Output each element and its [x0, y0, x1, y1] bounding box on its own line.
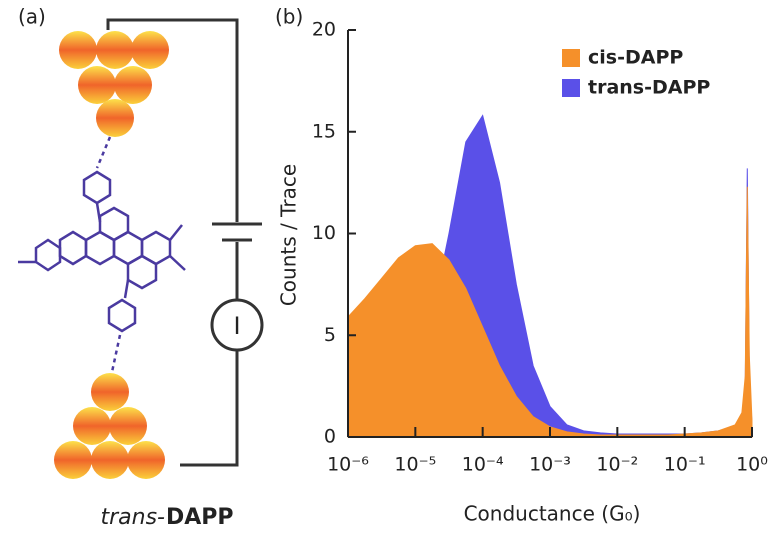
- legend-swatch: [562, 79, 580, 97]
- x-tick-label: 10⁻¹: [664, 454, 706, 476]
- meter-label: I: [233, 312, 240, 340]
- legend-label: trans-DAPP: [588, 77, 710, 99]
- molecule: [18, 136, 186, 373]
- y-tick-label: 10: [312, 222, 336, 244]
- panel-label: (b): [275, 5, 303, 29]
- caption-name: DAPP: [166, 505, 234, 530]
- legend-swatch: [562, 49, 580, 67]
- electrode-bottom: [54, 373, 165, 479]
- x-tick-label: 10⁻²: [596, 454, 638, 476]
- x-tick-label: 10⁻⁵: [394, 454, 436, 476]
- x-tick-label: 10⁻³: [529, 454, 571, 476]
- electrode-top: [59, 31, 169, 137]
- x-axis-label: Conductance (G₀): [464, 502, 641, 526]
- x-tick-label: 10⁰: [736, 454, 768, 476]
- y-tick-label: 15: [312, 120, 336, 142]
- y-axis-label: Counts / Trace: [277, 164, 301, 306]
- y-tick-label: 5: [324, 324, 336, 346]
- caption-prefix: trans-: [101, 505, 166, 530]
- area: [347, 186, 753, 438]
- x-tick-label: 10⁻⁴: [462, 454, 504, 476]
- circuit: [106, 18, 264, 467]
- panel-label: (a): [18, 5, 46, 29]
- x-tick-label: 10⁻⁶: [327, 454, 369, 476]
- y-tick-label: 20: [312, 19, 336, 41]
- y-tick-label: 0: [324, 426, 336, 448]
- legend-label: cis-DAPP: [588, 47, 683, 69]
